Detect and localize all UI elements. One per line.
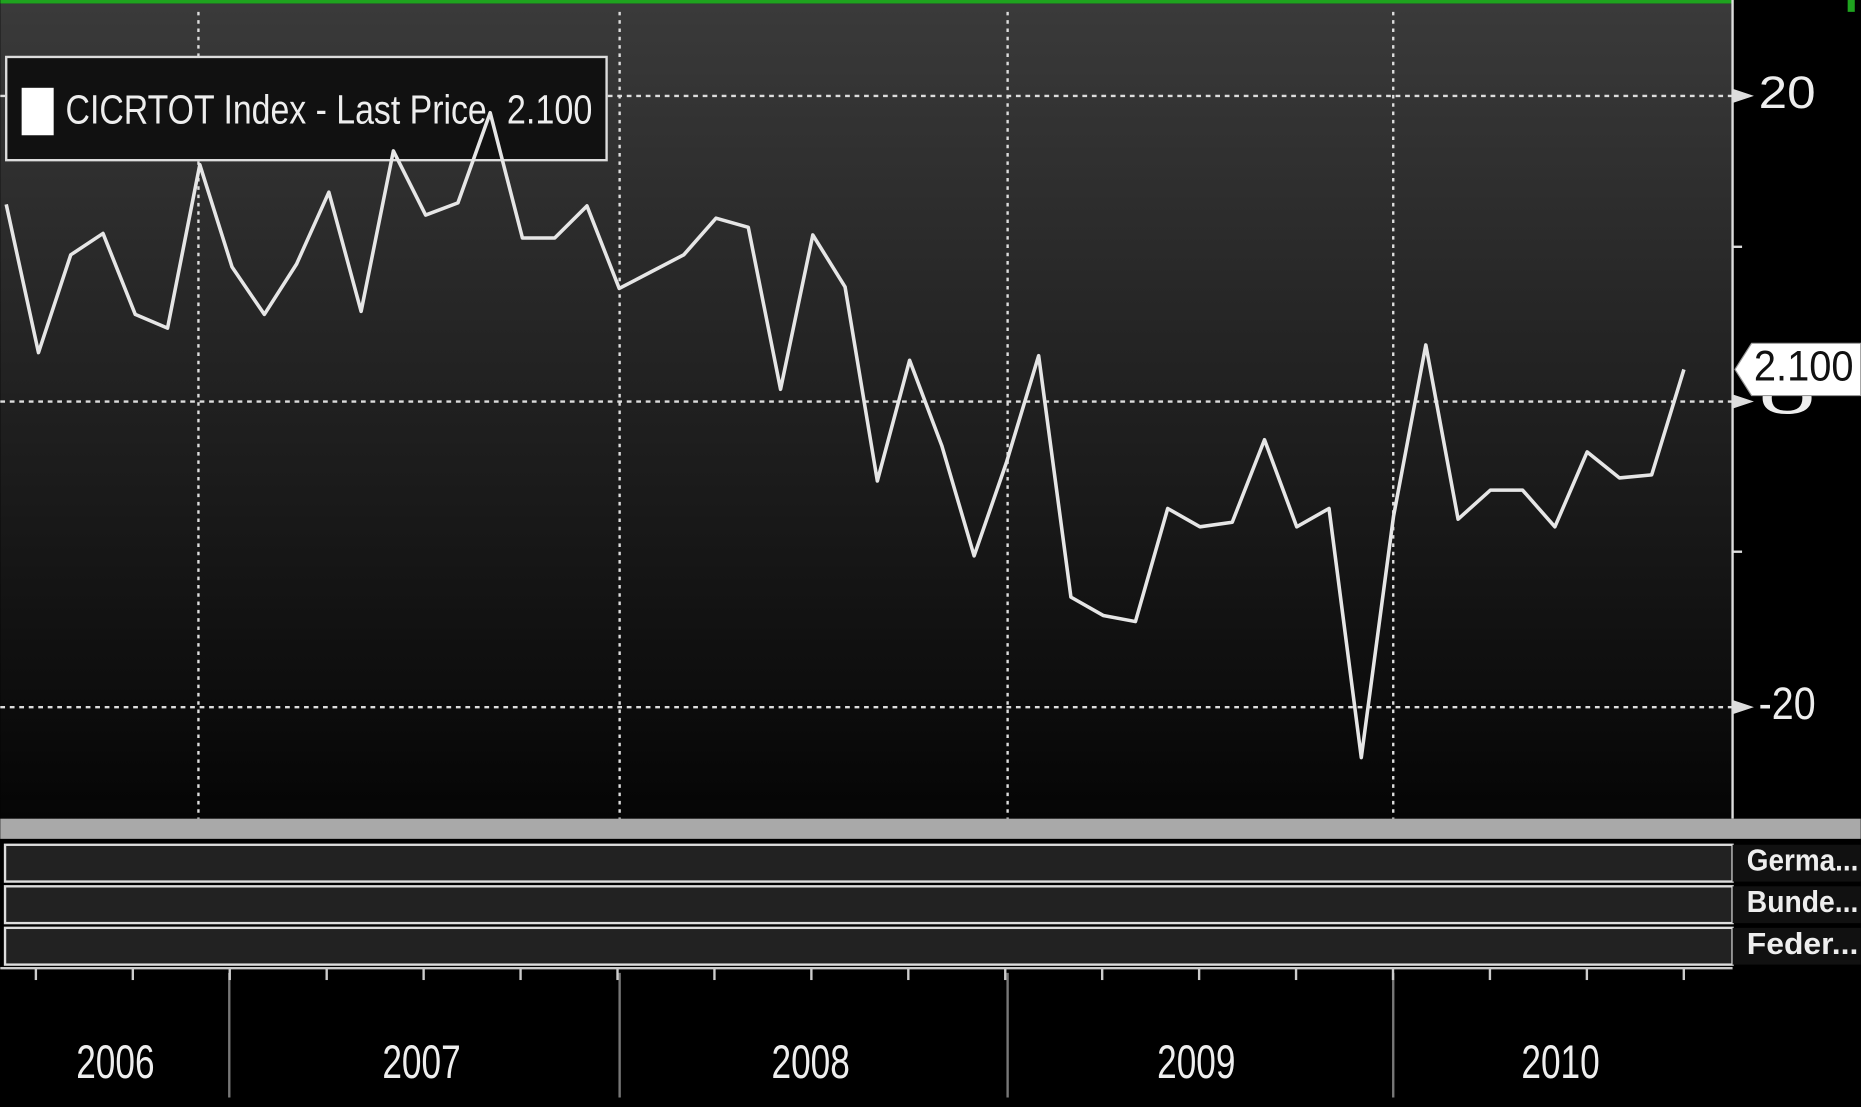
y-tick-mark <box>1732 700 1754 715</box>
y-tick-label: -20 <box>1759 678 1816 729</box>
last-price-label: 2.100 <box>1754 343 1854 391</box>
legend-box <box>5 55 608 162</box>
x-tick-label: 2009 <box>1157 1036 1235 1089</box>
x-tick-label: 2010 <box>1521 1036 1599 1089</box>
x-tick-label: 2006 <box>76 1036 154 1089</box>
x-tick-label: 2007 <box>382 1036 460 1089</box>
y-tick-mark <box>1732 88 1754 104</box>
panel-strip <box>3 843 1734 883</box>
panel-label-box <box>1732 927 1861 965</box>
panel-label: Bunde... <box>1747 884 1859 919</box>
panel-strip <box>3 885 1734 925</box>
panel-label: Feder... <box>1747 926 1859 961</box>
legend: CICRTOT Index - Last Price 2.100 <box>5 55 608 162</box>
legend-label: CICRTOT Index - Last Price <box>66 86 487 132</box>
panels: Germa... Bunde... Feder... <box>3 843 1861 966</box>
panel-strip <box>3 926 1734 966</box>
panel-label-box <box>1732 886 1861 924</box>
separator-band <box>0 818 1861 839</box>
y-tick-mark <box>1732 394 1754 409</box>
year-separators <box>228 972 1395 1098</box>
legend-swatch <box>21 87 54 136</box>
month-ticks <box>34 968 1685 981</box>
panel-label: Germa... <box>1747 843 1859 878</box>
panel-label-box <box>1732 844 1861 882</box>
y-tick-label: 20 <box>1759 67 1816 118</box>
legend-value: 2.100 <box>507 86 592 132</box>
time-axis <box>0 966 1733 1107</box>
x-tick-label: 2008 <box>772 1036 850 1089</box>
series-line <box>4 110 1686 760</box>
